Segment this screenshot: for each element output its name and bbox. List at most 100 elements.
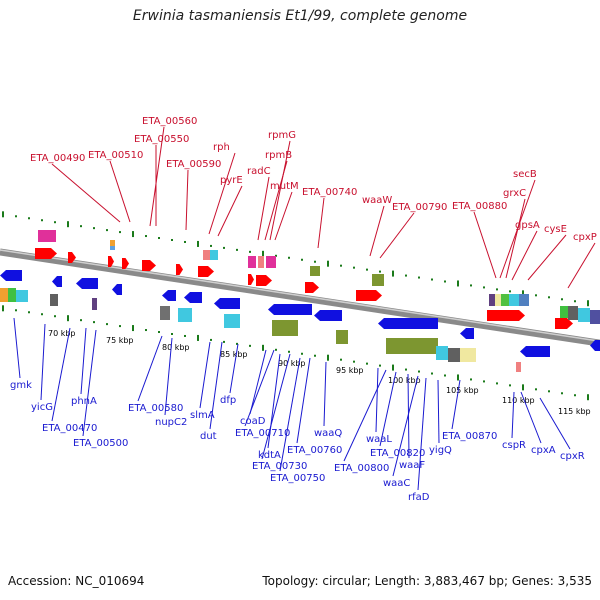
lower-tick-mark	[418, 370, 420, 373]
top-gene-label: secB	[513, 169, 537, 180]
top-label-leader-line	[51, 163, 121, 223]
bottom-gene-label: rfaD	[408, 492, 430, 503]
upper-tick-mark	[548, 296, 550, 299]
upper-tick-mark	[392, 270, 394, 277]
upper-tick-mark	[353, 266, 355, 269]
forward-gene-arrow	[356, 290, 382, 301]
lower-tick-mark	[171, 332, 173, 335]
forward-gene-arrow	[555, 318, 573, 329]
bottom-label-leader-line	[511, 391, 515, 439]
cog-category-box	[590, 310, 600, 324]
bottom-gene-label: waaQ	[314, 428, 342, 439]
top-label-leader-line	[505, 198, 526, 279]
top-gene-label: gpsA	[515, 220, 540, 231]
cog-category-box	[372, 274, 384, 286]
top-label-leader-line	[274, 191, 293, 241]
cog-category-box	[495, 294, 501, 306]
lower-tick-mark	[210, 338, 212, 341]
lower-tick-mark	[496, 382, 498, 385]
bottom-label-leader-line	[249, 349, 267, 415]
lower-tick-mark	[574, 394, 576, 397]
top-label-leader-line	[208, 152, 236, 235]
top-label-leader-line	[379, 212, 415, 259]
reverse-gene-arrow	[378, 318, 438, 329]
forward-gene-arrow	[142, 260, 156, 271]
lower-tick-mark	[275, 348, 277, 351]
top-label-leader-line	[317, 197, 325, 249]
reverse-gene-arrow	[520, 346, 550, 357]
top-gene-label: ETA_00510	[88, 150, 143, 161]
cog-category-box	[386, 338, 438, 354]
upper-tick-mark	[522, 290, 524, 297]
top-gene-label: waaW	[362, 195, 392, 206]
lower-tick-mark	[145, 329, 147, 332]
lower-tick-mark	[119, 325, 121, 328]
top-gene-label: ETA_00560	[142, 116, 197, 127]
upper-tick-mark	[197, 240, 199, 247]
bottom-label-leader-line	[296, 357, 311, 444]
top-gene-label: ETA_00490	[30, 153, 85, 164]
cog-category-box	[436, 346, 448, 360]
upper-tick-mark	[28, 217, 30, 220]
kbp-scale-label: 75 kbp	[106, 336, 134, 345]
upper-tick-mark	[93, 227, 95, 230]
top-gene-label: grxC	[503, 188, 526, 199]
lower-tick-mark	[301, 352, 303, 355]
bottom-gene-label: ETA_00800	[334, 463, 389, 474]
lower-tick-mark	[158, 331, 160, 334]
top-gene-label: ETA_00740	[302, 187, 357, 198]
upper-tick-mark	[2, 211, 4, 218]
lower-tick-mark	[262, 344, 264, 351]
bottom-gene-label: slmA	[190, 410, 215, 421]
bottom-gene-label: cpxA	[531, 445, 556, 456]
bottom-gene-label: coaD	[240, 416, 266, 427]
bottom-gene-label: dfp	[220, 395, 236, 406]
lower-tick-mark	[93, 321, 95, 324]
upper-tick-mark	[249, 250, 251, 253]
top-gene-label: rph	[213, 142, 230, 153]
cog-category-box	[248, 256, 256, 268]
upper-tick-mark	[314, 260, 316, 263]
upper-tick-mark	[275, 254, 277, 257]
top-label-leader-line	[217, 185, 243, 237]
upper-tick-mark	[236, 248, 238, 251]
top-label-leader-line	[369, 205, 385, 257]
lower-tick-mark	[431, 372, 433, 375]
top-gene-label: cpxP	[573, 232, 597, 243]
lower-tick-mark	[132, 325, 134, 332]
reverse-gene-arrow	[460, 328, 474, 339]
upper-tick-mark	[171, 238, 173, 241]
bottom-gene-label: waaC	[383, 478, 410, 489]
forward-gene-arrow	[122, 258, 129, 269]
reverse-gene-arrow	[214, 298, 240, 309]
upper-tick-mark	[405, 274, 407, 277]
forward-gene-arrow	[176, 264, 183, 275]
upper-tick-mark	[366, 268, 368, 271]
kbp-scale-label: 90 kbp	[278, 359, 306, 368]
forward-gene-arrow	[108, 256, 114, 267]
cog-category-box	[336, 330, 348, 344]
cog-category-box	[160, 306, 170, 320]
cog-category-box	[110, 240, 115, 246]
bottom-label-leader-line	[137, 335, 163, 402]
kbp-scale-label: 100 kbp	[388, 376, 421, 385]
cog-category-box	[210, 250, 218, 260]
upper-tick-mark	[418, 276, 420, 279]
bottom-gene-label: ETA_00500	[73, 438, 128, 449]
upper-tick-mark	[145, 235, 147, 238]
upper-tick-mark	[431, 278, 433, 281]
upper-tick-mark	[457, 280, 459, 287]
top-label-leader-line	[149, 126, 165, 227]
forward-gene-arrow	[68, 252, 76, 263]
lower-tick-mark	[483, 380, 485, 383]
upper-tick-mark	[41, 219, 43, 222]
top-gene-label: ETA_00550	[134, 134, 189, 145]
bottom-label-leader-line	[417, 377, 427, 491]
lower-tick-mark	[41, 313, 43, 316]
forward-gene-arrow	[248, 274, 254, 285]
lower-tick-mark	[223, 340, 225, 343]
reverse-gene-arrow	[0, 270, 22, 281]
cog-category-box	[460, 348, 476, 362]
cog-category-box	[519, 294, 529, 306]
